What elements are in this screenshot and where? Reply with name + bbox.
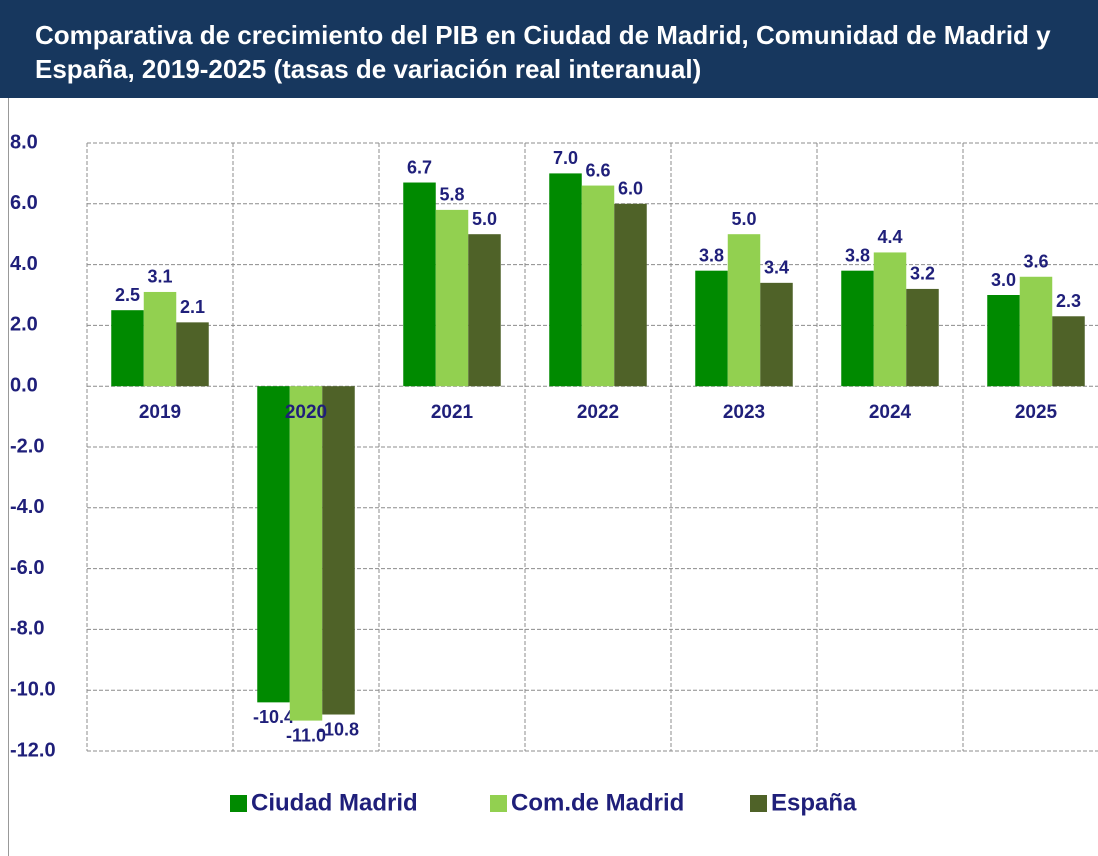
x-tick-label: 2023 xyxy=(723,402,765,423)
legend-swatch xyxy=(230,795,247,812)
y-tick-label: -2.0 xyxy=(10,435,44,457)
bar xyxy=(289,386,323,721)
y-tick-label: -8.0 xyxy=(10,618,44,640)
data-label: -10.8 xyxy=(318,719,359,739)
y-tick-label: -6.0 xyxy=(10,557,44,579)
data-label: 3.6 xyxy=(1023,252,1048,272)
data-label: 3.8 xyxy=(699,245,724,265)
bar xyxy=(987,295,1020,387)
bar xyxy=(841,270,874,387)
bar xyxy=(614,203,647,387)
data-label: 5.0 xyxy=(472,209,497,229)
chart-title: Comparativa de crecimiento del PIB en Ci… xyxy=(0,0,1098,98)
data-label: 5.0 xyxy=(731,209,756,229)
bar xyxy=(906,288,939,387)
data-label: 3.4 xyxy=(764,258,789,278)
y-tick-label: 6.0 xyxy=(10,192,38,214)
bar xyxy=(143,291,177,387)
data-label: 3.1 xyxy=(147,267,172,287)
bar xyxy=(1019,276,1053,387)
bar xyxy=(176,322,209,387)
bar xyxy=(1052,316,1085,387)
data-label: 2.3 xyxy=(1056,291,1081,311)
y-tick-label: 2.0 xyxy=(10,314,38,336)
data-label: 6.6 xyxy=(585,160,610,180)
y-tick-label: 0.0 xyxy=(10,374,38,396)
bar xyxy=(760,282,793,387)
x-tick-label: 2019 xyxy=(139,402,181,423)
data-label: 2.1 xyxy=(180,297,205,317)
y-tick-label: -10.0 xyxy=(10,678,56,700)
x-tick-label: 2025 xyxy=(1015,402,1058,423)
legend-label: Com.de Madrid xyxy=(511,789,684,816)
legend-swatch xyxy=(750,795,767,812)
bar xyxy=(581,185,615,387)
data-label: -11.0 xyxy=(286,725,326,745)
bar xyxy=(549,173,582,387)
x-tick-label: 2022 xyxy=(577,402,619,423)
bar xyxy=(257,386,290,703)
data-label: 3.2 xyxy=(910,264,935,284)
y-tick-label: -12.0 xyxy=(10,739,56,761)
data-label: 6.7 xyxy=(407,157,432,177)
y-tick-label: 4.0 xyxy=(10,253,38,275)
bar xyxy=(873,252,907,387)
bar xyxy=(111,310,144,387)
data-label: 3.0 xyxy=(991,270,1016,290)
data-label: -10.4 xyxy=(253,707,294,727)
data-label: 4.4 xyxy=(877,227,902,247)
data-label: 6.0 xyxy=(618,179,643,199)
legend-label: España xyxy=(771,789,857,816)
bar xyxy=(322,386,355,715)
bar xyxy=(468,234,501,387)
legend-label: Ciudad Madrid xyxy=(251,789,418,816)
x-tick-label: 2024 xyxy=(869,402,912,423)
y-tick-label: 8.0 xyxy=(10,131,38,153)
bar xyxy=(403,182,436,387)
bar xyxy=(695,270,728,387)
x-tick-label: 2020 xyxy=(285,402,327,423)
data-label: 7.0 xyxy=(553,148,578,168)
data-label: 5.8 xyxy=(439,185,464,205)
x-tick-label: 2021 xyxy=(431,402,474,423)
y-tick-label: -4.0 xyxy=(10,496,44,518)
data-label: 2.5 xyxy=(115,285,140,305)
legend-swatch xyxy=(490,795,507,812)
bar xyxy=(435,209,469,387)
data-label: 3.8 xyxy=(845,245,870,265)
bar xyxy=(727,234,761,387)
